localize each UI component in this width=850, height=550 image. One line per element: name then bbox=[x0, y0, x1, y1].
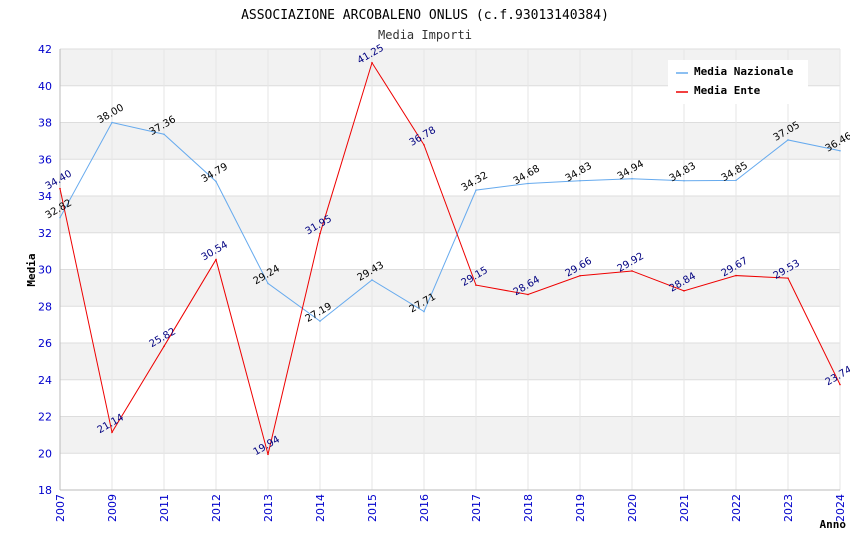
legend-box bbox=[668, 60, 808, 104]
data-point bbox=[215, 258, 217, 261]
series-line-media-nazionale bbox=[59, 121, 841, 322]
data-point bbox=[111, 431, 113, 434]
data-point bbox=[371, 279, 373, 281]
data-point bbox=[59, 216, 61, 219]
data-point bbox=[319, 232, 321, 235]
data-point bbox=[215, 180, 217, 183]
x-tick-label: 2014 bbox=[314, 494, 327, 522]
data-point bbox=[371, 61, 373, 64]
data-point bbox=[527, 293, 529, 296]
y-tick-label: 18 bbox=[38, 484, 52, 497]
x-tick-label: 2019 bbox=[574, 494, 587, 522]
y-tick-label: 28 bbox=[38, 300, 52, 313]
data-label: 34.40 bbox=[44, 169, 74, 193]
y-tick-label: 24 bbox=[38, 374, 52, 387]
data-point bbox=[527, 182, 529, 185]
band-20 bbox=[60, 416, 840, 454]
gridlines bbox=[59, 48, 841, 491]
y-tick-label: 26 bbox=[38, 337, 52, 350]
data-point bbox=[839, 383, 841, 386]
x-tick-label: 2007 bbox=[54, 494, 67, 522]
data-point bbox=[423, 310, 425, 313]
x-tick-label: 2015 bbox=[366, 494, 379, 522]
x-tick-label: 2018 bbox=[522, 494, 535, 522]
data-label: 34.32 bbox=[460, 170, 490, 194]
x-tick-labels: 2007 2009 2011 2012 2013 2014 2015 2016 2017 2018… bbox=[54, 494, 847, 522]
x-axis-title: Anno bbox=[820, 518, 847, 531]
data-point bbox=[267, 453, 269, 456]
data-point bbox=[319, 320, 321, 322]
series-lines bbox=[59, 61, 841, 456]
y-tick-label: 22 bbox=[38, 411, 52, 424]
x-tick-label: 2013 bbox=[262, 494, 275, 522]
data-point bbox=[683, 290, 685, 292]
data-point bbox=[579, 179, 581, 182]
data-point bbox=[631, 270, 633, 272]
x-tick-label: 2012 bbox=[210, 494, 223, 522]
chart-subtitle: Media Importi bbox=[378, 28, 472, 42]
legend-label-media-nazionale: Media Nazionale bbox=[694, 65, 794, 78]
band-24 bbox=[60, 343, 840, 380]
x-tick-label: 2017 bbox=[470, 494, 483, 522]
y-tick-label: 38 bbox=[38, 117, 52, 130]
y-tick-label: 40 bbox=[38, 80, 52, 93]
x-tick-label: 2021 bbox=[678, 494, 691, 522]
band-28 bbox=[60, 269, 840, 307]
x-tick-label: 2020 bbox=[626, 494, 639, 522]
data-point bbox=[423, 144, 425, 146]
y-tick-label: 36 bbox=[38, 153, 52, 166]
data-point bbox=[59, 187, 61, 190]
data-point bbox=[631, 177, 633, 180]
data-point bbox=[839, 149, 841, 152]
data-point bbox=[163, 133, 165, 136]
y-tick-labels: 18 20 22 24 26 28 30 32 34 36 38 40 42 bbox=[38, 43, 52, 497]
y-tick-label: 30 bbox=[38, 264, 52, 277]
band-36 bbox=[60, 122, 840, 160]
data-point bbox=[683, 179, 685, 182]
data-point bbox=[111, 121, 113, 124]
data-point bbox=[787, 277, 789, 279]
data-label: 34.79 bbox=[200, 161, 230, 185]
x-tick-label: 2023 bbox=[782, 494, 795, 522]
data-point bbox=[163, 345, 165, 348]
data-point bbox=[475, 284, 477, 286]
y-tick-label: 32 bbox=[38, 227, 52, 240]
data-point bbox=[475, 189, 477, 191]
y-tick-label: 34 bbox=[38, 190, 52, 203]
y-tick-label: 42 bbox=[38, 43, 52, 56]
chart-title: ASSOCIAZIONE ARCOBALENO ONLUS (c.f.93013… bbox=[241, 8, 609, 23]
data-label: 30.54 bbox=[200, 239, 230, 263]
x-tick-label: 2024 bbox=[834, 494, 847, 522]
x-tick-label: 2009 bbox=[106, 494, 119, 522]
data-point bbox=[267, 282, 269, 285]
y-tick-label: 20 bbox=[38, 447, 52, 460]
data-point bbox=[579, 274, 581, 277]
x-tick-label: 2011 bbox=[158, 494, 171, 522]
data-point bbox=[735, 179, 737, 182]
data-point bbox=[735, 274, 737, 277]
series-line-media-ente bbox=[59, 61, 841, 455]
y-axis-title: Media bbox=[25, 253, 38, 286]
data-point bbox=[787, 139, 789, 141]
x-tick-label: 2022 bbox=[730, 494, 743, 522]
legend: Media Nazionale Media Ente bbox=[668, 60, 808, 104]
legend-label-media-ente: Media Ente bbox=[694, 84, 761, 97]
x-tick-label: 2016 bbox=[418, 494, 431, 522]
